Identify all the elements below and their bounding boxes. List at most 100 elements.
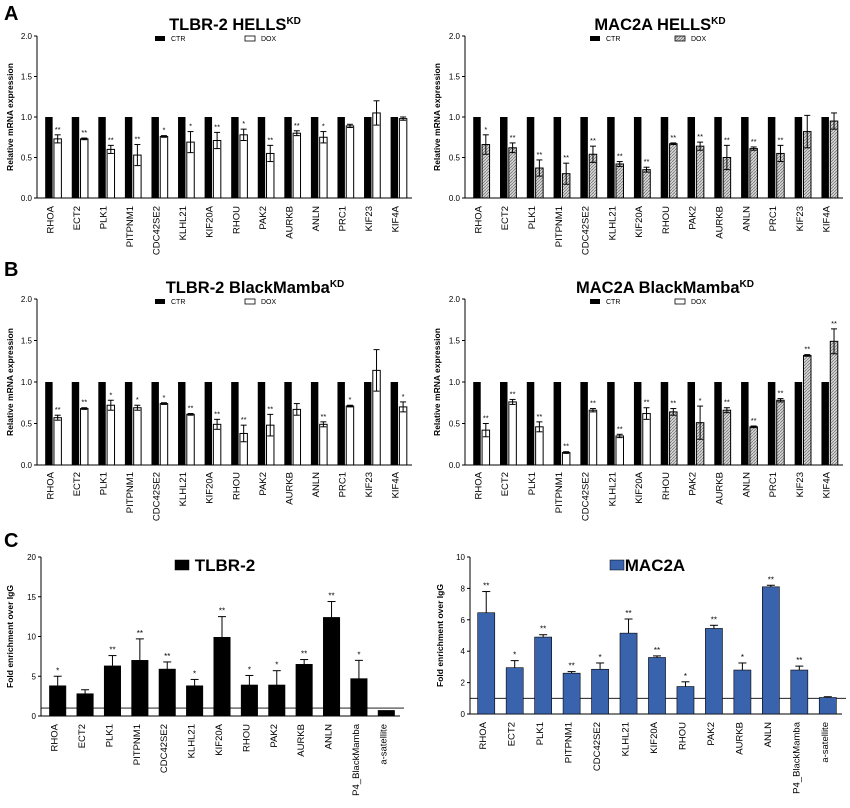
bar-KLHL21 xyxy=(186,685,204,717)
category-label: AURKB xyxy=(284,206,295,239)
category-label: PAK2 xyxy=(706,722,717,746)
bar-dox-ECT2 xyxy=(80,408,89,466)
significance-mark: ** xyxy=(267,404,273,413)
y-tick-label: 0.5 xyxy=(21,154,33,163)
legend-label-ctr: CTR xyxy=(171,299,185,306)
chart-title: MAC2A BlackMambaKD xyxy=(576,279,754,297)
bar-dox-ECT2 xyxy=(508,401,517,466)
significance-mark: * xyxy=(684,672,687,681)
bar-dox-CDC42SE2 xyxy=(159,135,169,199)
category-label: PRC1 xyxy=(768,206,779,231)
bar-ctr-AURKB xyxy=(284,117,292,198)
charts-layer: 0.0 0.5 1.0 1.5 2.0 Relative mRNA expression T… xyxy=(5,16,846,796)
category-label: RHOU xyxy=(661,472,672,500)
significance-mark: ** xyxy=(670,133,676,142)
bar-dox-RHOA xyxy=(53,138,62,199)
bar-dox-AURKB xyxy=(292,132,302,199)
y-tick-label: 0.5 xyxy=(449,154,461,163)
category-label: RHOA xyxy=(50,723,61,751)
category-label: PLK1 xyxy=(527,206,538,229)
category-label: PAK2 xyxy=(269,724,280,748)
legend-label-dox: DOX xyxy=(691,299,707,306)
category-label: PITPNM1 xyxy=(564,722,575,763)
bar-dox-PRC1 xyxy=(776,399,785,466)
bar-dox-RHOU xyxy=(239,134,248,199)
category-label: CDC42SE2 xyxy=(581,472,592,521)
category-label: KIF20A xyxy=(205,471,216,503)
significance-mark: ** xyxy=(617,424,623,433)
category-label: KIF4A xyxy=(822,471,833,498)
y-tick-label: 1.0 xyxy=(21,378,33,387)
legend-swatch-dox xyxy=(674,35,686,42)
significance-mark: * xyxy=(242,119,245,128)
bar-ctr-AURKB xyxy=(284,382,292,465)
significance-mark: * xyxy=(189,122,192,131)
y-tick-label: 8 xyxy=(461,584,466,593)
bar-ctr-KIF4A xyxy=(821,382,829,465)
significance-mark: ** xyxy=(697,132,703,141)
significance-mark: ** xyxy=(55,125,61,134)
significance-mark: * xyxy=(275,661,278,670)
bar-ctr-KIF4A xyxy=(390,382,399,465)
legend-swatch xyxy=(609,559,625,571)
bar-dox-ANLN xyxy=(749,148,758,199)
y-tick-label: 4 xyxy=(461,647,466,656)
bar-ctr-KIF23 xyxy=(364,117,372,198)
y-tick-label: 2.0 xyxy=(449,32,461,41)
bar-dox-PITPNM1 xyxy=(133,407,142,466)
panel-letter-a: A xyxy=(4,3,18,25)
significance-mark: ** xyxy=(137,629,143,638)
bar-ctr-ECT2 xyxy=(500,117,508,198)
bar-ctr-PLK1 xyxy=(526,117,535,198)
legend-label-dox: DOX xyxy=(261,36,277,43)
significance-mark: ** xyxy=(751,416,757,425)
significance-mark: ** xyxy=(219,607,225,616)
bar-dox-KIF4A xyxy=(398,118,408,199)
bar-RHOU xyxy=(240,684,258,717)
significance-mark: * xyxy=(348,395,351,404)
bar-ctr-ANLN xyxy=(741,382,749,465)
bar-ctr-ANLN xyxy=(310,382,319,465)
significance-mark: ** xyxy=(768,575,774,584)
y-tick-label: 1.5 xyxy=(21,337,33,346)
bar-ctr-PLK1 xyxy=(98,117,106,198)
significance-mark: ** xyxy=(644,157,650,166)
category-label: CDC42SE2 xyxy=(159,724,170,773)
category-label: ECT2 xyxy=(500,206,511,230)
bar-ctr-KIF23 xyxy=(794,382,803,465)
category-label: AURKB xyxy=(714,206,725,239)
bar-ECT2 xyxy=(76,693,94,717)
category-label: PLK1 xyxy=(527,472,538,495)
category-label: P4_BlackMamba xyxy=(791,721,802,794)
category-label: KIF20A xyxy=(649,721,660,753)
legend-swatch-dox xyxy=(244,298,256,305)
y-tick-label: 0.0 xyxy=(449,461,461,470)
y-axis-label: Fold enrichment over IgG xyxy=(435,584,445,687)
bar-ctr-KLHL21 xyxy=(607,117,615,198)
significance-mark: ** xyxy=(267,135,273,144)
category-label: PITPNM1 xyxy=(554,472,565,513)
category-label: P4_BlackMamba xyxy=(351,723,362,796)
bar-ctr-ECT2 xyxy=(71,382,80,465)
category-label: KIF20A xyxy=(205,205,216,237)
bar-CDC42SE2 xyxy=(158,668,176,717)
bar-dox-RHOA xyxy=(53,417,62,466)
bar-P4_BlackMamba xyxy=(350,678,368,717)
legend-label-dox: DOX xyxy=(691,36,707,43)
significance-mark: ** xyxy=(483,582,489,591)
bar-dox-PLK1 xyxy=(106,404,116,466)
category-label: RHOU xyxy=(661,206,672,234)
category-label: AURKB xyxy=(714,472,725,505)
y-tick-label: 1.0 xyxy=(449,113,461,122)
bar-ctr-PRC1 xyxy=(337,382,345,465)
category-label: ECT2 xyxy=(507,722,518,746)
significance-mark: ** xyxy=(241,415,247,424)
bar-dox-AURKB xyxy=(292,408,302,466)
y-tick-label: 0 xyxy=(461,710,466,719)
bar-ctr-KIF23 xyxy=(364,382,372,465)
category-label: ANLN xyxy=(311,472,322,497)
significance-mark: * xyxy=(513,651,516,660)
bar-ctr-RHOA xyxy=(473,382,481,465)
chart-tlbr2_chip: 0 5 10 15 20 Fold enrichment over IgG TLBR-2 * R… xyxy=(5,553,404,796)
category-label: KIF23 xyxy=(364,472,375,497)
